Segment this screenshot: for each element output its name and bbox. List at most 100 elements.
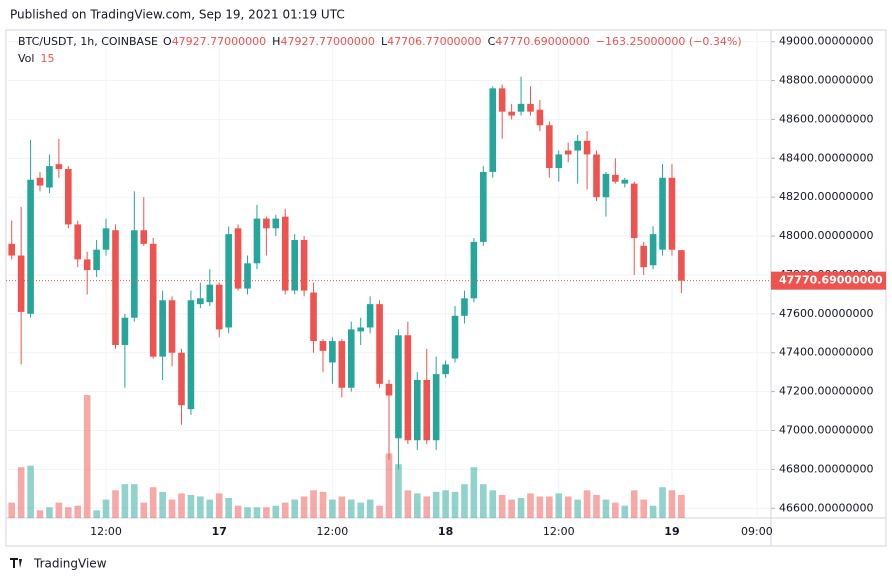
volume-bar: [197, 496, 204, 518]
volume-bar: [17, 467, 25, 518]
candles: [6, 76, 771, 470]
volume-bar: [55, 502, 63, 518]
candle-body: [234, 228, 242, 289]
candle-body: [480, 171, 487, 242]
candle-body: [678, 250, 685, 281]
candle-body: [612, 174, 619, 182]
symbol: BTC/USDT, 1h, COINBASE: [18, 35, 158, 48]
candle-body: [215, 284, 223, 330]
candle-body: [442, 364, 449, 375]
volume-bar: [593, 494, 600, 518]
volume-bar: [451, 491, 459, 518]
candle-body: [546, 125, 553, 169]
volume-bar: [413, 493, 421, 518]
y-tick-label: 49000.00000000: [779, 35, 873, 48]
candle-body: [555, 154, 563, 169]
candle-body: [253, 218, 261, 264]
volume-bar: [272, 505, 280, 518]
volume-bar: [206, 499, 214, 518]
candle-body: [602, 173, 610, 198]
y-tick-label: 48200.00000000: [779, 190, 873, 203]
candle-body: [93, 249, 100, 271]
volume-bar: [149, 487, 157, 518]
volume-bar: [621, 505, 629, 518]
volume-bar: [65, 507, 72, 518]
volume-bar: [93, 510, 100, 518]
candle-body: [263, 218, 270, 229]
volume-bar: [366, 499, 374, 518]
volume-bar: [319, 491, 327, 518]
volume-bar: [112, 490, 119, 518]
x-tick-label: 19: [664, 525, 679, 538]
volume-bar: [489, 490, 497, 518]
label: C: [488, 35, 496, 48]
candle-body: [640, 245, 647, 268]
volume-bar: [527, 493, 534, 518]
y-tick-label: 48000.00000000: [779, 229, 873, 242]
y-tick-label: 48400.00000000: [779, 151, 873, 164]
candle-body: [517, 103, 525, 112]
value: 47770.69000000: [495, 35, 589, 48]
candle-body: [149, 243, 157, 357]
last-price-tag: [771, 271, 886, 290]
volume-bar: [225, 498, 232, 518]
candle-body: [46, 166, 53, 188]
candle-body: [159, 300, 166, 357]
value: 15: [40, 52, 54, 65]
candle-body: [65, 169, 72, 225]
x-tick-label: 18: [438, 525, 453, 538]
candle-body: [112, 230, 119, 345]
axes: 46600.00000000 46800.00000000 47000.000000…: [90, 35, 886, 538]
published-note: Published on TradingView.com, Sep 19, 20…: [10, 8, 345, 22]
volume-bar: [555, 493, 563, 518]
volume-bar: [131, 484, 138, 518]
volume-bar: [470, 467, 478, 518]
candle-body: [649, 234, 657, 266]
candle-body: [83, 259, 91, 271]
y-tick-label: 47600.00000000: [779, 307, 873, 320]
candle-body: [527, 103, 534, 112]
candle-body: [27, 179, 34, 314]
volume-bar: [234, 505, 242, 518]
volume-bar: [329, 499, 336, 518]
candle-body: [413, 379, 421, 441]
volume-bar: [281, 502, 289, 518]
volume-bar: [612, 502, 619, 518]
volume-bar: [46, 507, 53, 518]
candle-body: [55, 164, 63, 170]
volume-bar: [442, 490, 449, 518]
volume-bar: [27, 465, 34, 518]
volume-bar: [83, 395, 91, 518]
volume-bar: [517, 498, 525, 518]
volume-bar: [602, 499, 610, 518]
candle-body: [451, 315, 459, 359]
volume-bar: [338, 496, 346, 518]
candle-body: [668, 177, 676, 250]
legend: BTC/USDT, 1h, COINBASE O47927.77000000 H47…: [18, 35, 742, 48]
candle-body: [319, 341, 327, 351]
candle-body: [395, 335, 402, 439]
candle-body: [593, 154, 600, 198]
volume-bar: [508, 499, 515, 518]
volume-bar: [583, 490, 591, 518]
value: 47927.77000000: [172, 35, 266, 48]
volume-bar: [668, 490, 676, 518]
candle-body: [168, 300, 176, 353]
candle-body: [659, 177, 666, 250]
candle-body: [131, 230, 138, 318]
candle-body: [461, 298, 468, 316]
x-tick-label: 09:00: [741, 525, 773, 538]
volume-bar: [376, 505, 383, 518]
volume-bar: [432, 491, 440, 518]
candle-body: [338, 341, 346, 388]
last-price-label: 47770.69000000: [779, 274, 883, 287]
candle-body: [404, 335, 412, 441]
x-tick-label: 12:00: [317, 525, 349, 538]
candle-body: [432, 374, 440, 441]
candle-body: [206, 284, 214, 303]
value: 47706.77000000: [387, 35, 481, 48]
candle-body: [470, 241, 478, 299]
candle-body: [630, 183, 638, 239]
candle-body: [187, 300, 195, 410]
value: 47927.77000000: [280, 35, 374, 48]
